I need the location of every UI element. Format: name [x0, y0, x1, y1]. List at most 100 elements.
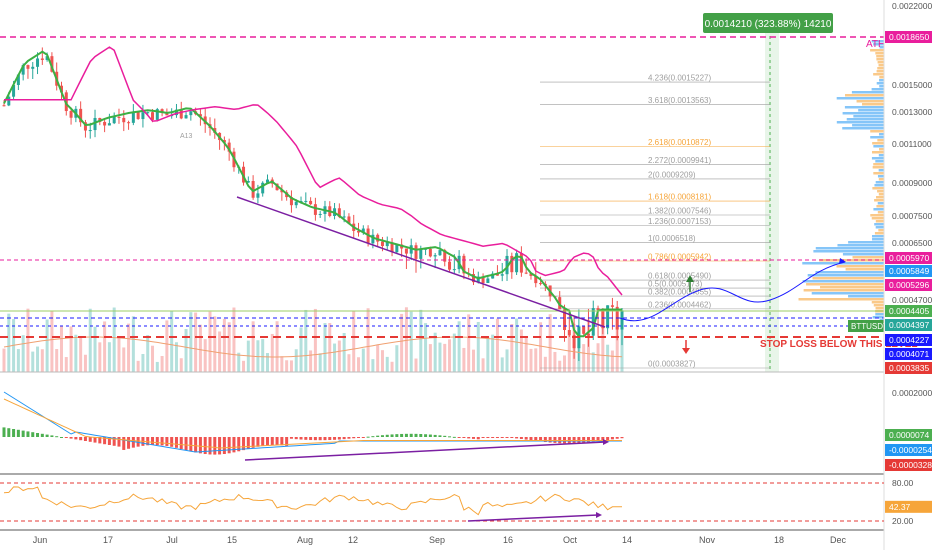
volume-profile-bar — [852, 256, 884, 259]
volume-bar — [515, 318, 519, 372]
candle-body — [246, 181, 250, 183]
time-axis[interactable]: Jun 17 Jul 15 Aug 12 Sep 16 Oct 14 Nov 18 Dec — [33, 535, 847, 545]
candle-body — [610, 305, 614, 307]
candle-body — [596, 308, 600, 311]
volume-profile-bar — [870, 214, 884, 217]
candle-body — [112, 116, 116, 124]
time-axis-label: 17 — [103, 535, 113, 545]
macd-hist-bar — [304, 437, 308, 440]
macd-hist-bar — [352, 437, 356, 439]
macd-hist-bar — [242, 437, 246, 451]
candle-body — [2, 105, 6, 107]
candle-body — [136, 111, 140, 120]
volume-bar — [69, 326, 73, 372]
macd-panel[interactable] — [2, 391, 624, 461]
rsi-panel[interactable] — [0, 482, 884, 522]
time-axis-label: 12 — [348, 535, 358, 545]
price-tag-bg — [885, 334, 932, 346]
candle-body — [515, 253, 519, 273]
macd-hist-bar — [21, 430, 25, 437]
candle-body — [620, 310, 624, 330]
volume-profile-bar — [856, 100, 884, 103]
fib-label: 4.236(0.0015227) — [648, 74, 712, 83]
price-axis[interactable]: 0.0022000 0.0015000 0.0013000 0.0011000 0.00… — [885, 1, 932, 526]
volume-profile-bar — [875, 307, 884, 310]
rsi-tag-bg — [885, 500, 932, 513]
volume-profile-bar — [820, 286, 884, 289]
macd-hist-bar — [342, 437, 346, 440]
volume-bar — [88, 308, 92, 372]
volume-bar — [438, 342, 442, 372]
macd-hist-bar — [160, 437, 164, 446]
volume-profile-bar — [842, 127, 884, 130]
fib-label: 3.618(0.0013563) — [648, 96, 712, 105]
candle-body — [131, 111, 135, 123]
macd-hist-bar — [103, 437, 107, 445]
volume-bar — [36, 346, 40, 372]
fib-label: 0.786(0.0005942) — [648, 253, 712, 262]
candle-body — [198, 114, 202, 117]
candle-body — [500, 274, 504, 276]
candle-body — [414, 245, 418, 259]
candle-body — [40, 58, 44, 60]
price-tag-bg — [885, 279, 932, 291]
volume-bar — [155, 361, 159, 372]
macd-hist-bar — [261, 437, 265, 446]
volume-profile-bar — [837, 244, 884, 247]
volume-bar — [242, 360, 246, 372]
volume-bar — [610, 350, 614, 372]
volume-bar — [519, 329, 523, 372]
fib-label: 2(0.0009209) — [648, 170, 696, 179]
time-axis-label: 18 — [774, 535, 784, 545]
volume-bar — [366, 308, 370, 372]
volume-bar — [2, 348, 6, 372]
candle-body — [395, 244, 399, 253]
candle-body — [601, 310, 605, 329]
fib-label: 0(0.0003827) — [648, 360, 696, 369]
price-tag-bg — [885, 305, 932, 317]
volume-bar — [40, 349, 44, 372]
candle-body — [443, 250, 447, 262]
candle-body — [519, 253, 523, 273]
volume-profile-bar — [845, 268, 884, 271]
macd-hist-bar — [194, 437, 198, 453]
time-axis-label: 14 — [622, 535, 632, 545]
candle-body — [390, 242, 394, 253]
macd-hist-bar — [275, 437, 279, 446]
volume-bar — [428, 344, 432, 372]
macd-hist-bar — [285, 437, 289, 446]
time-axis-label: Jul — [166, 535, 178, 545]
candle-body — [103, 121, 107, 126]
candle-body — [21, 65, 25, 75]
volume-bar — [184, 328, 188, 372]
volume-bar — [318, 353, 322, 372]
macd-hist-bar — [524, 437, 528, 440]
volume-profile-bar — [875, 52, 884, 55]
volume-bar — [505, 349, 509, 372]
rsi-tag: 42.37 — [889, 502, 911, 512]
candle-body — [357, 230, 361, 233]
volume-bar — [491, 334, 495, 372]
volume-profile-bar — [873, 163, 884, 166]
watermark-label: A13 — [180, 133, 193, 140]
volume-profile-bar — [802, 262, 884, 265]
volume-profile-bar — [848, 295, 884, 298]
candle-body — [563, 309, 567, 331]
volume-bar — [495, 318, 499, 372]
price-panel[interactable]: 4.236(0.0015227) 3.618(0.0013563) 2.618(0.… — [0, 13, 917, 372]
volume-profile-bar — [876, 55, 884, 58]
macd-hist-bar — [2, 427, 6, 437]
macd-hist-bar — [491, 437, 495, 438]
macd-hist-bar — [534, 437, 538, 441]
volume-bar — [534, 348, 538, 372]
volume-profile-bar — [802, 280, 884, 283]
price-tag-bg — [885, 348, 932, 360]
volume-bar — [323, 323, 327, 372]
macd-hist-bar — [586, 437, 590, 443]
volume-bar — [107, 342, 111, 372]
price-tag-bg — [885, 31, 932, 43]
volume-profile-bar — [877, 190, 884, 193]
volume-profile-bar — [862, 103, 884, 106]
rsi-divergence-arrow — [596, 512, 602, 518]
